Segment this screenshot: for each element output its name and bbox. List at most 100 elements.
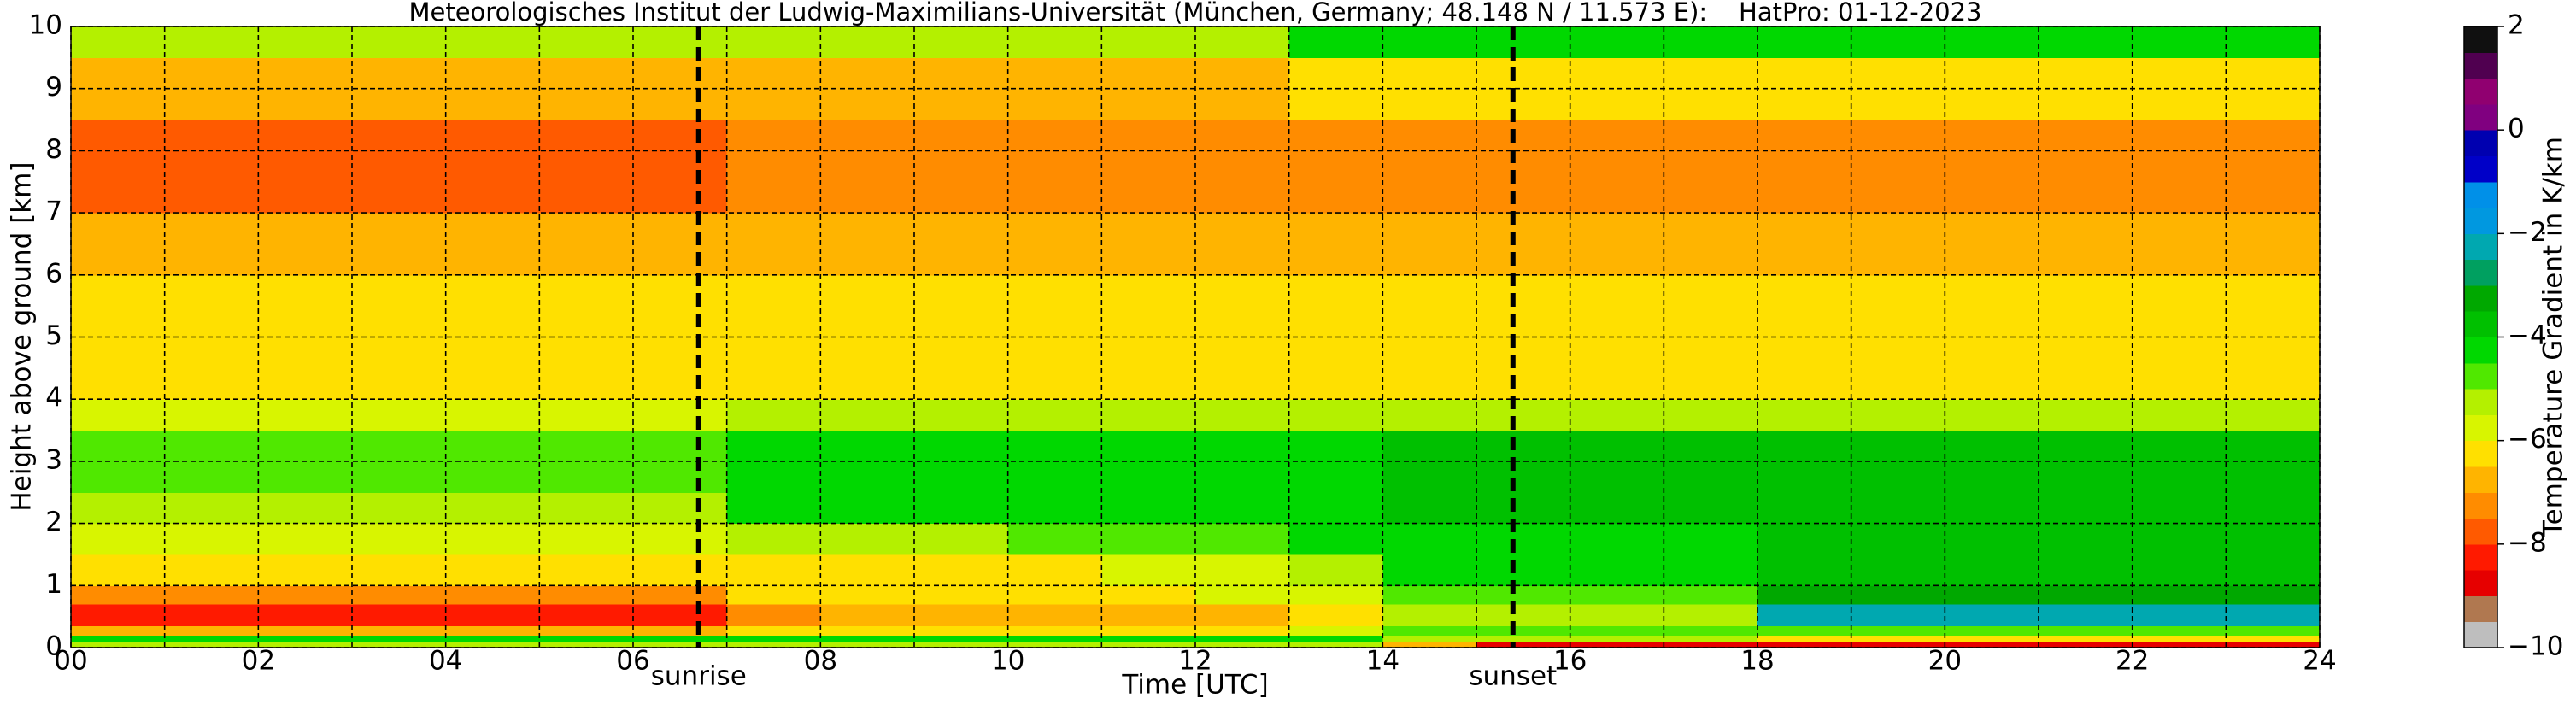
heatmap-cell (445, 585, 540, 605)
y-tick-label: 10 (29, 10, 62, 41)
heatmap-cell (164, 120, 259, 214)
colorbar-segment (2464, 155, 2497, 183)
heatmap-cell (71, 337, 166, 400)
heatmap-cell (71, 641, 166, 648)
heatmap-cell (445, 523, 540, 555)
heatmap-cell (2132, 641, 2227, 648)
heatmap-cell (820, 635, 915, 642)
heatmap-cell (726, 213, 821, 276)
heatmap-cell (2039, 585, 2133, 605)
heatmap-cell (1382, 604, 1477, 627)
colorbar-segment (2464, 311, 2497, 337)
heatmap-cell (820, 120, 915, 214)
heatmap-cell (1570, 604, 1664, 627)
heatmap-cell (1007, 492, 1102, 525)
heatmap-cell (1570, 492, 1664, 525)
heatmap-cell (164, 641, 259, 648)
colorbar-segment (2464, 233, 2497, 261)
heatmap-cell (820, 625, 915, 637)
heatmap-cell (1945, 337, 2039, 400)
heatmap-cell (2039, 625, 2133, 637)
heatmap-cell (1476, 625, 1571, 637)
heatmap-cell (2132, 604, 2227, 627)
heatmap-cell (1007, 274, 1102, 338)
heatmap-cell (1476, 274, 1571, 338)
heatmap-cell (1007, 585, 1102, 605)
y-tick-label: 5 (45, 320, 62, 351)
heatmap-cell (1757, 554, 1852, 586)
heatmap-cell (2226, 399, 2321, 431)
heatmap-cell (1288, 635, 1383, 642)
heatmap-cell (726, 337, 821, 400)
heatmap-cell (1195, 554, 1290, 586)
heatmap-cell (164, 554, 259, 586)
heatmap-cell (1101, 641, 1196, 648)
heatmap-cell (914, 585, 1009, 605)
heatmap-cell (2039, 641, 2133, 648)
heatmap-cell (1757, 604, 1852, 627)
heatmap-cell (1757, 274, 1852, 338)
heatmap-cell (1382, 625, 1477, 637)
heatmap-cell (1851, 641, 1945, 648)
colorbar-segment (2464, 414, 2497, 442)
colorbar-segment (2464, 52, 2497, 79)
heatmap-cell (1382, 523, 1477, 555)
heatmap-cell (1195, 585, 1290, 605)
heatmap-cell (258, 492, 353, 525)
heatmap-cell (914, 337, 1009, 400)
heatmap-cell (820, 399, 915, 431)
heatmap-cell (1757, 641, 1852, 648)
colorbar-segment (2464, 466, 2497, 493)
heatmap-cell (1288, 554, 1383, 586)
heatmap-cell (1945, 523, 2039, 555)
heatmap-cell (726, 399, 821, 431)
heatmap-cell (2226, 57, 2321, 120)
heatmap-cell (914, 492, 1009, 525)
heatmap-cell (1664, 120, 1758, 214)
heatmap-cell (258, 337, 353, 400)
heatmap-cell (2039, 635, 2133, 642)
heatmap-cell (1195, 625, 1290, 637)
heatmap-cell (1101, 337, 1196, 400)
heatmap-cell (914, 604, 1009, 627)
heatmap-cell (1195, 120, 1290, 214)
heatmap-cell (2132, 26, 2227, 58)
heatmap-cell (726, 26, 821, 58)
heatmap-cell (1851, 585, 1945, 605)
heatmap-cell (1570, 399, 1664, 431)
heatmap-cell (1007, 26, 1102, 58)
heatmap-cell (633, 625, 728, 637)
heatmap-cell (1382, 554, 1477, 586)
heatmap-cell (1101, 120, 1196, 214)
heatmap-cell (445, 120, 540, 214)
heatmap-cell (352, 399, 447, 431)
heatmap-cell (1288, 26, 1383, 58)
heatmap-cell (2226, 625, 2321, 637)
heatmap-cell (1195, 635, 1290, 642)
heatmap-cell (2132, 585, 2227, 605)
heatmap-cell (71, 399, 166, 431)
heatmap-cell (1851, 120, 1945, 214)
heatmap-cell (1007, 120, 1102, 214)
heatmap-cell (726, 625, 821, 637)
heatmap-cell (1945, 26, 2039, 58)
heatmap-cell (1007, 641, 1102, 648)
heatmap-cell (71, 604, 166, 627)
heatmap-cell (2039, 399, 2133, 431)
heatmap-cell (820, 213, 915, 276)
heatmap-cell (2132, 120, 2227, 214)
heatmap-cell (1382, 492, 1477, 525)
heatmap-cell (1288, 604, 1383, 627)
y-tick-label: 8 (45, 134, 62, 165)
colorbar-segment (2464, 208, 2497, 234)
heatmap-cell (164, 26, 259, 58)
x-tick-label: 20 (1928, 646, 1962, 677)
heatmap-cell (1664, 641, 1758, 648)
heatmap-cell (914, 399, 1009, 431)
heatmap-cell (1664, 213, 1758, 276)
heatmap-cell (1664, 492, 1758, 525)
heatmap-cell (820, 274, 915, 338)
heatmap-cell (1851, 213, 1945, 276)
y-tick-label: 9 (45, 72, 62, 103)
heatmap-cell (71, 492, 166, 525)
